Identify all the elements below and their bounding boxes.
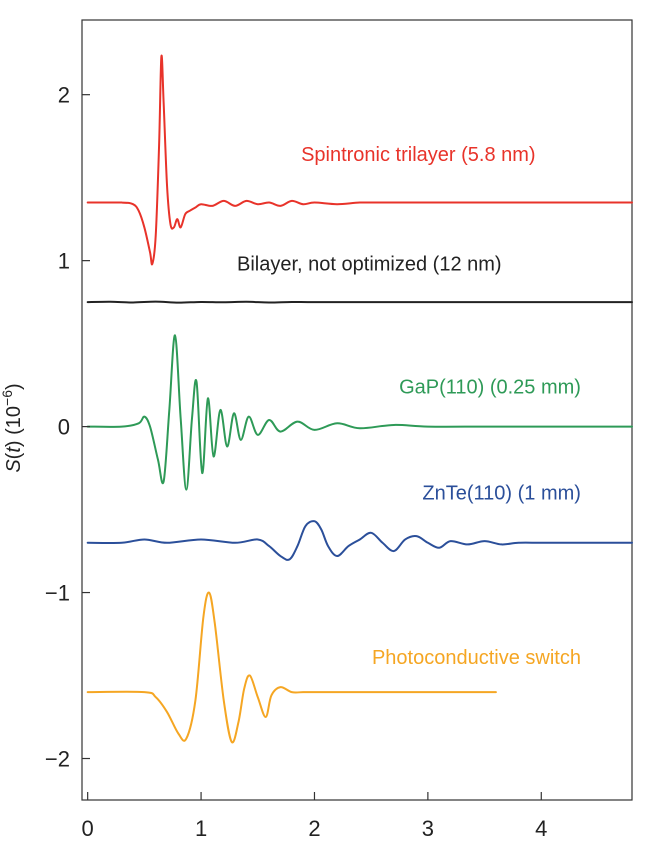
y-tick-label: −2 [45, 747, 70, 772]
series-labels: Spintronic trilayer (5.8 nm) Bilayer, not… [237, 144, 581, 669]
series-line-4 [86, 591, 497, 744]
x-tick-label: 1 [195, 816, 207, 841]
x-tick-label: 0 [82, 816, 94, 841]
x-axis: 0 1 2 3 4 [82, 792, 547, 841]
x-tick-label: 4 [535, 816, 547, 841]
x-tick-label: 2 [308, 816, 320, 841]
series-label-0: Spintronic trilayer (5.8 nm) [301, 144, 536, 166]
y-tick-label: 2 [58, 83, 70, 108]
series-line-0 [86, 54, 633, 266]
series-line-2 [86, 334, 633, 491]
series-layer [86, 54, 633, 744]
x-tick-label: 3 [422, 816, 434, 841]
series-line-3 [86, 520, 633, 561]
plot-frame [81, 19, 633, 801]
series-label-3: ZnTe(110) (1 mm) [422, 483, 581, 505]
y-axis: −2 −1 0 1 2 [45, 83, 90, 772]
series-label-2: GaP(110) (0.25 mm) [399, 376, 581, 398]
plot-border [81, 19, 633, 801]
y-tick-label: 0 [58, 415, 70, 440]
y-axis-title: S(t) (10−6) [0, 383, 25, 472]
series-label-4: Photoconductive switch [372, 647, 581, 669]
y-tick-label: 1 [58, 249, 70, 274]
series-line-1 [86, 300, 633, 304]
series-label-1: Bilayer, not optimized (12 nm) [237, 254, 502, 276]
y-tick-label: −1 [45, 581, 70, 606]
